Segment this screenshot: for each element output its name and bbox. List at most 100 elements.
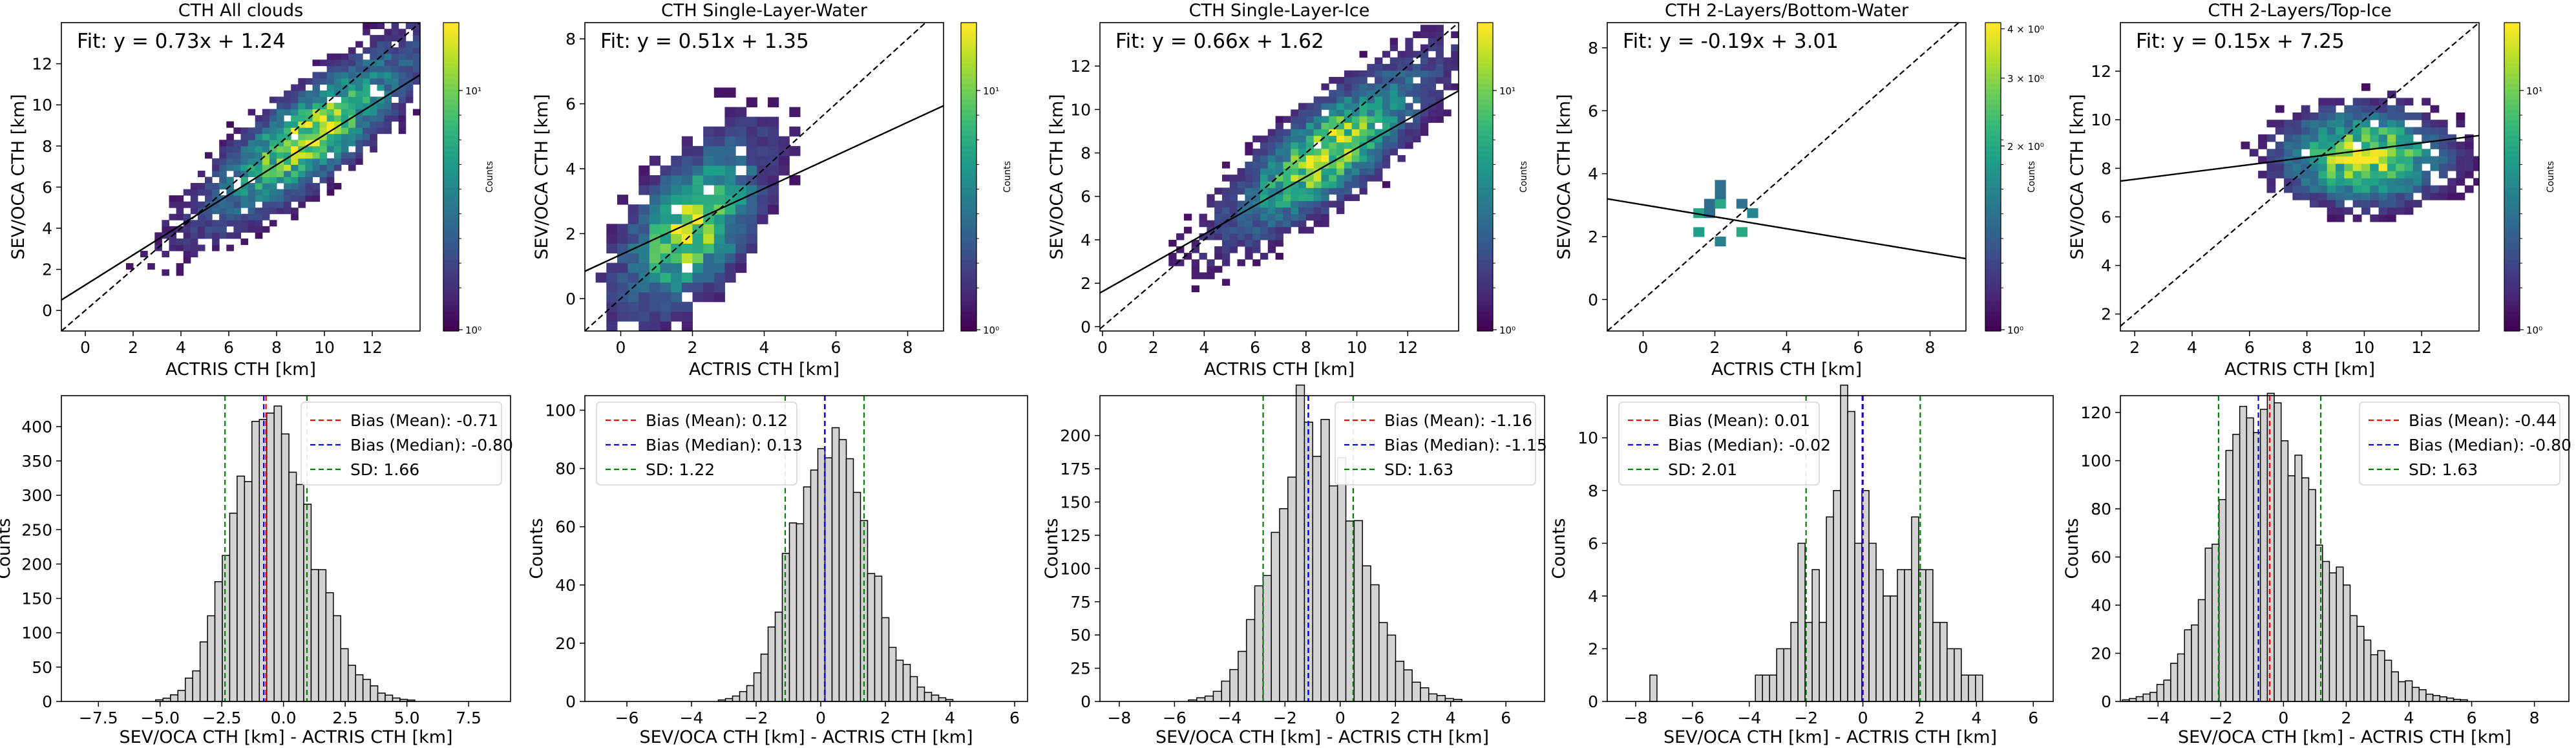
- colorbar-step: [1985, 279, 2001, 286]
- heatmap-cell: [735, 136, 747, 147]
- y-tick-label: 75: [1070, 593, 1091, 612]
- heatmap-cell: [1283, 194, 1291, 201]
- heatmap-cell: [2318, 142, 2328, 149]
- colorbar-step: [443, 305, 459, 311]
- heatmap-cell: [1367, 142, 1375, 149]
- colorbar-step: [1477, 48, 1493, 54]
- colorbar-step: [1477, 37, 1493, 44]
- heatmap-cell: [2378, 142, 2388, 149]
- heatmap-cell: [355, 158, 363, 165]
- heatmap-cell: [255, 220, 263, 227]
- heatmap-cell: [240, 164, 249, 171]
- colorbar-step: [1477, 253, 1493, 260]
- heatmap-cell: [1275, 233, 1283, 240]
- heatmap-cell: [1229, 181, 1238, 188]
- fit-line: [61, 74, 420, 301]
- heatmap-cell: [1344, 187, 1353, 195]
- heatmap-cell: [2396, 163, 2405, 171]
- heatmap-cell: [405, 47, 414, 54]
- histogram-bar: [2384, 659, 2392, 702]
- heatmap-cell: [1298, 135, 1307, 143]
- heatmap-cell: [240, 220, 249, 227]
- histogram-bar: [2308, 489, 2316, 702]
- heatmap-cell: [1451, 57, 1459, 65]
- colorbar-step: [443, 171, 459, 178]
- heatmap-cell: [617, 282, 629, 293]
- heatmap-cell: [162, 220, 169, 227]
- histogram-bar: [1395, 661, 1405, 702]
- heatmap-cell: [298, 152, 306, 159]
- heatmap-cell: [692, 253, 704, 264]
- colorbar-step: [1477, 279, 1493, 286]
- x-tick-label: 8: [271, 338, 282, 357]
- heatmap-cell: [2447, 149, 2456, 157]
- heatmap-cell: [2396, 178, 2405, 186]
- legend-entry: SD: 2.01: [1668, 460, 1737, 479]
- heatmap-cell: [233, 220, 241, 227]
- y-tick-label: 0: [1588, 290, 1598, 309]
- heatmap-cell: [1397, 96, 1406, 103]
- heatmap-cell: [1191, 272, 1200, 279]
- heatmap-cell: [176, 269, 184, 276]
- heatmap-cell: [298, 158, 306, 165]
- colorbar-step: [1985, 53, 2001, 59]
- heatmap-cell: [1283, 220, 1291, 228]
- heatmap-cell: [617, 233, 629, 244]
- heatmap-cell: [2327, 207, 2336, 215]
- histogram-bar: [229, 513, 238, 702]
- heatmap-cell: [2396, 171, 2405, 178]
- heatmap-cell: [1237, 200, 1245, 208]
- legend-entry: Bias (Mean): 0.12: [646, 411, 788, 430]
- heatmap-cell: [305, 170, 313, 177]
- heatmap-cell: [240, 176, 249, 184]
- heatmap-cell: [240, 213, 249, 220]
- heatmap-cell: [735, 175, 747, 186]
- heatmap-cell: [628, 224, 639, 234]
- heatmap-cell: [1375, 83, 1383, 91]
- heatmap-cell: [692, 145, 704, 156]
- heatmap-cell: [2352, 98, 2362, 106]
- colorbar-step: [1985, 253, 2001, 260]
- heatmap-cell: [370, 47, 377, 54]
- panel-title: CTH 2-Layers/Bottom-Water: [1665, 1, 1909, 21]
- heatmap-cell: [2412, 149, 2422, 157]
- heatmap-cell: [1313, 135, 1322, 143]
- heatmap-cell: [341, 59, 349, 67]
- heatmap-cell: [2361, 156, 2370, 164]
- histogram-bar: [1420, 687, 1430, 702]
- x-tick-label: 6: [831, 338, 841, 357]
- heatmap-cell: [240, 226, 249, 233]
- heatmap-cell: [262, 133, 270, 140]
- heatmap-cell: [262, 170, 270, 177]
- heatmap-cell: [1382, 148, 1391, 156]
- heatmap-cell: [298, 140, 306, 147]
- histogram-bars: [155, 405, 416, 702]
- heatmap-cell: [1359, 50, 1367, 58]
- heatmap-cell: [2404, 112, 2414, 120]
- heatmap-cell: [1229, 226, 1238, 234]
- y-tick-label: 6: [1588, 534, 1598, 553]
- heatmap-cell: [1183, 226, 1192, 234]
- heatmap-cell: [1397, 63, 1406, 71]
- heatmap-cell: [746, 243, 757, 253]
- colorbar-step: [2504, 130, 2520, 136]
- heatmap-cell: [312, 103, 321, 110]
- x-tick-label: −2.5: [202, 709, 242, 727]
- histogram-bar: [244, 481, 253, 702]
- heatmap-cell: [1245, 168, 1253, 175]
- heatmap-cell: [681, 155, 693, 166]
- heatmap-cell: [2387, 149, 2396, 157]
- heatmap-cell: [248, 213, 256, 220]
- histogram-bar: [2432, 695, 2441, 702]
- heatmap-cell: [2404, 156, 2414, 164]
- heatmap-cell: [671, 165, 682, 176]
- colorbar-step: [1477, 161, 1493, 167]
- heatmap-cell: [412, 23, 420, 30]
- heatmap-cell: [746, 214, 757, 224]
- heatmap-cell: [183, 201, 191, 208]
- histogram-bar: [1295, 384, 1305, 702]
- colorbar-step: [443, 243, 459, 250]
